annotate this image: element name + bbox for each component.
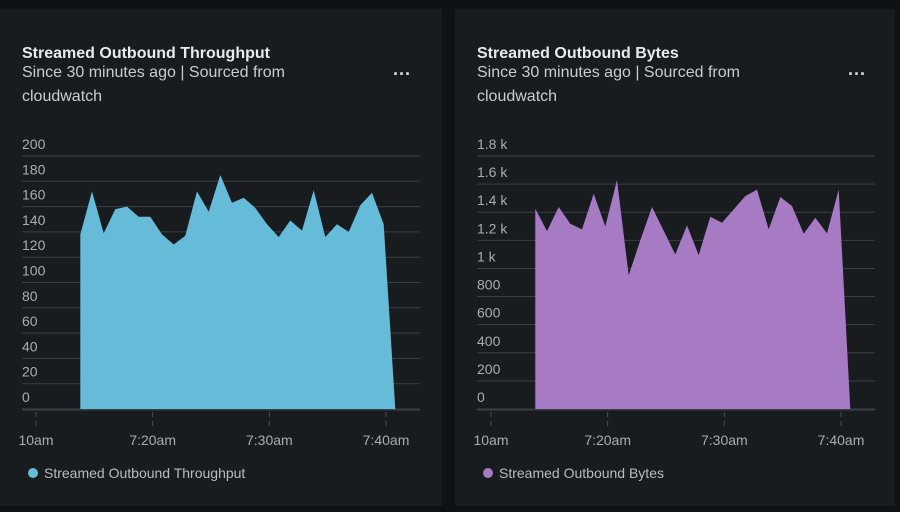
x-tick-label: 7:20am [584,432,631,448]
legend-label: Streamed Outbound Bytes [499,465,664,481]
y-tick-label: 1 k [477,248,497,264]
y-tick-label: 40 [22,338,38,354]
y-tick-label: 400 [477,333,501,349]
x-tick-label: 10am [18,432,53,448]
y-tick-label: 60 [22,313,38,329]
x-tick-label: 7:30am [246,432,293,448]
legend-swatch [483,468,493,478]
x-tick-label: 7:40am [818,432,865,448]
y-tick-label: 160 [22,187,46,203]
x-tick-label: 7:20am [129,432,176,448]
chart-legend-item[interactable]: Streamed Outbound Throughput [28,465,245,481]
y-tick-label: 140 [22,212,46,228]
chart-subtitle: Since 30 minutes ago | Sourced from clou… [22,64,285,105]
series-area [535,180,851,409]
throughput-chart-panel: Streamed Outbound Throughput Since 30 mi… [0,9,442,506]
x-tick-label: 7:30am [701,432,748,448]
y-tick-label: 0 [22,389,30,405]
chart-subtitle: Since 30 minutes ago | Sourced from clou… [477,64,740,105]
throughput-chart-plot[interactable]: 0 20 40 60 80 100 120 140 160 180 200 10am 7:20am 7:3… [0,9,442,449]
series-area [80,175,396,409]
y-tick-label: 1.8 k [477,136,508,152]
bytes-chart-plot[interactable]: 0 200 400 600 800 1 k 1.2 k 1.4 k 1.6 k 1.8 k 10am… [455,9,895,449]
x-tick-label: 10am [473,432,508,448]
more-options-icon[interactable]: ... [848,59,867,79]
y-tick-label: 1.2 k [477,220,508,236]
y-tick-label: 200 [477,361,501,377]
y-tick-label: 20 [22,364,38,380]
y-tick-label: 100 [22,263,46,279]
chart-title: Streamed Outbound Throughput [22,45,270,62]
y-tick-label: 120 [22,237,46,253]
y-tick-label: 600 [477,305,501,321]
y-tick-label: 1.4 k [477,192,508,208]
chart-legend-item[interactable]: Streamed Outbound Bytes [483,465,664,481]
chart-title: Streamed Outbound Bytes [477,45,679,62]
x-tick-label: 7:40am [363,432,410,448]
legend-swatch [28,468,38,478]
legend-label: Streamed Outbound Throughput [44,465,246,481]
y-tick-label: 80 [22,288,38,304]
y-tick-label: 200 [22,136,46,152]
y-tick-label: 0 [477,389,485,405]
more-options-icon[interactable]: ... [393,59,412,79]
y-tick-label: 180 [22,161,46,177]
y-tick-label: 1.6 k [477,164,508,180]
bytes-chart-panel: Streamed Outbound Bytes Since 30 minutes… [455,9,895,506]
y-tick-label: 800 [477,277,501,293]
